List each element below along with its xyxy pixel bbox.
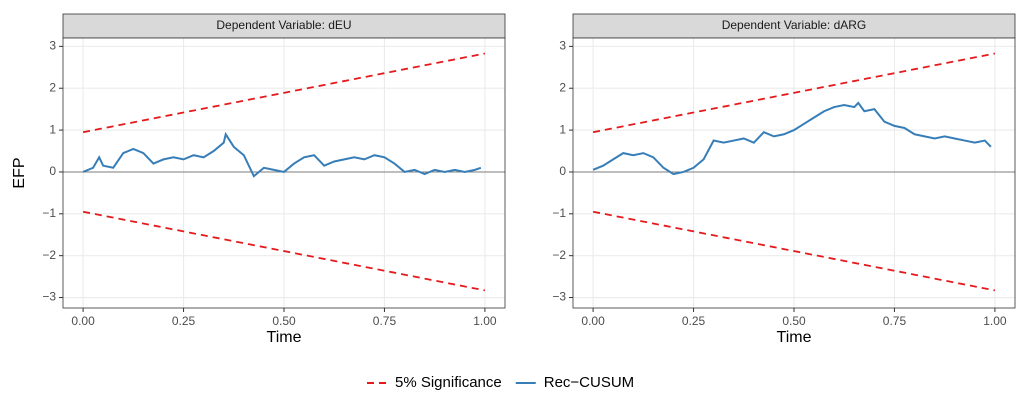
y-tick-label: 0 — [49, 164, 56, 178]
y-tick-label: 3 — [49, 39, 56, 53]
x-tick-label: 0.50 — [272, 314, 296, 328]
series-line — [82, 52, 486, 134]
x-tick-label: 0.75 — [883, 314, 907, 328]
y-tick-label: 1 — [559, 122, 566, 136]
y-tick-label: −2 — [552, 248, 566, 262]
strip-title: Dependent Variable: dEU — [216, 18, 351, 32]
series-line — [82, 131, 482, 178]
strip — [572, 13, 1016, 39]
legend-label: 5% Significance — [395, 374, 502, 391]
y-tick-label: 1 — [49, 122, 56, 136]
y-axis-title: EFP — [11, 157, 28, 188]
x-tick-label: 0.50 — [782, 314, 806, 328]
legend-label: Rec−CUSUM — [544, 374, 634, 391]
y-tick-label: −1 — [552, 206, 566, 220]
series-line — [592, 101, 992, 176]
series-line — [592, 210, 996, 292]
x-tick-label: 0.25 — [682, 314, 706, 328]
panel-border — [572, 37, 1016, 309]
x-tick-label: 0.00 — [71, 314, 95, 328]
x-tick-label: 0.00 — [581, 314, 605, 328]
x-axis-title: Time — [267, 329, 302, 346]
y-tick-label: −3 — [552, 290, 566, 304]
y-tick-label: 3 — [559, 39, 566, 53]
y-tick-label: −1 — [42, 206, 56, 220]
strip — [62, 13, 506, 39]
series-line — [82, 210, 486, 292]
series-line — [592, 52, 996, 134]
y-tick-label: 2 — [49, 80, 56, 94]
x-tick-label: 1.00 — [473, 314, 497, 328]
y-tick-label: −2 — [42, 248, 56, 262]
x-axis-title: Time — [777, 329, 812, 346]
y-tick-label: 0 — [559, 164, 566, 178]
x-tick-label: 0.25 — [172, 314, 196, 328]
y-tick-label: −3 — [42, 290, 56, 304]
strip-title: Dependent Variable: dARG — [722, 18, 867, 32]
panel-border — [62, 37, 506, 309]
x-tick-label: 1.00 — [983, 314, 1007, 328]
y-tick-label: 2 — [559, 80, 566, 94]
x-tick-label: 0.75 — [373, 314, 397, 328]
